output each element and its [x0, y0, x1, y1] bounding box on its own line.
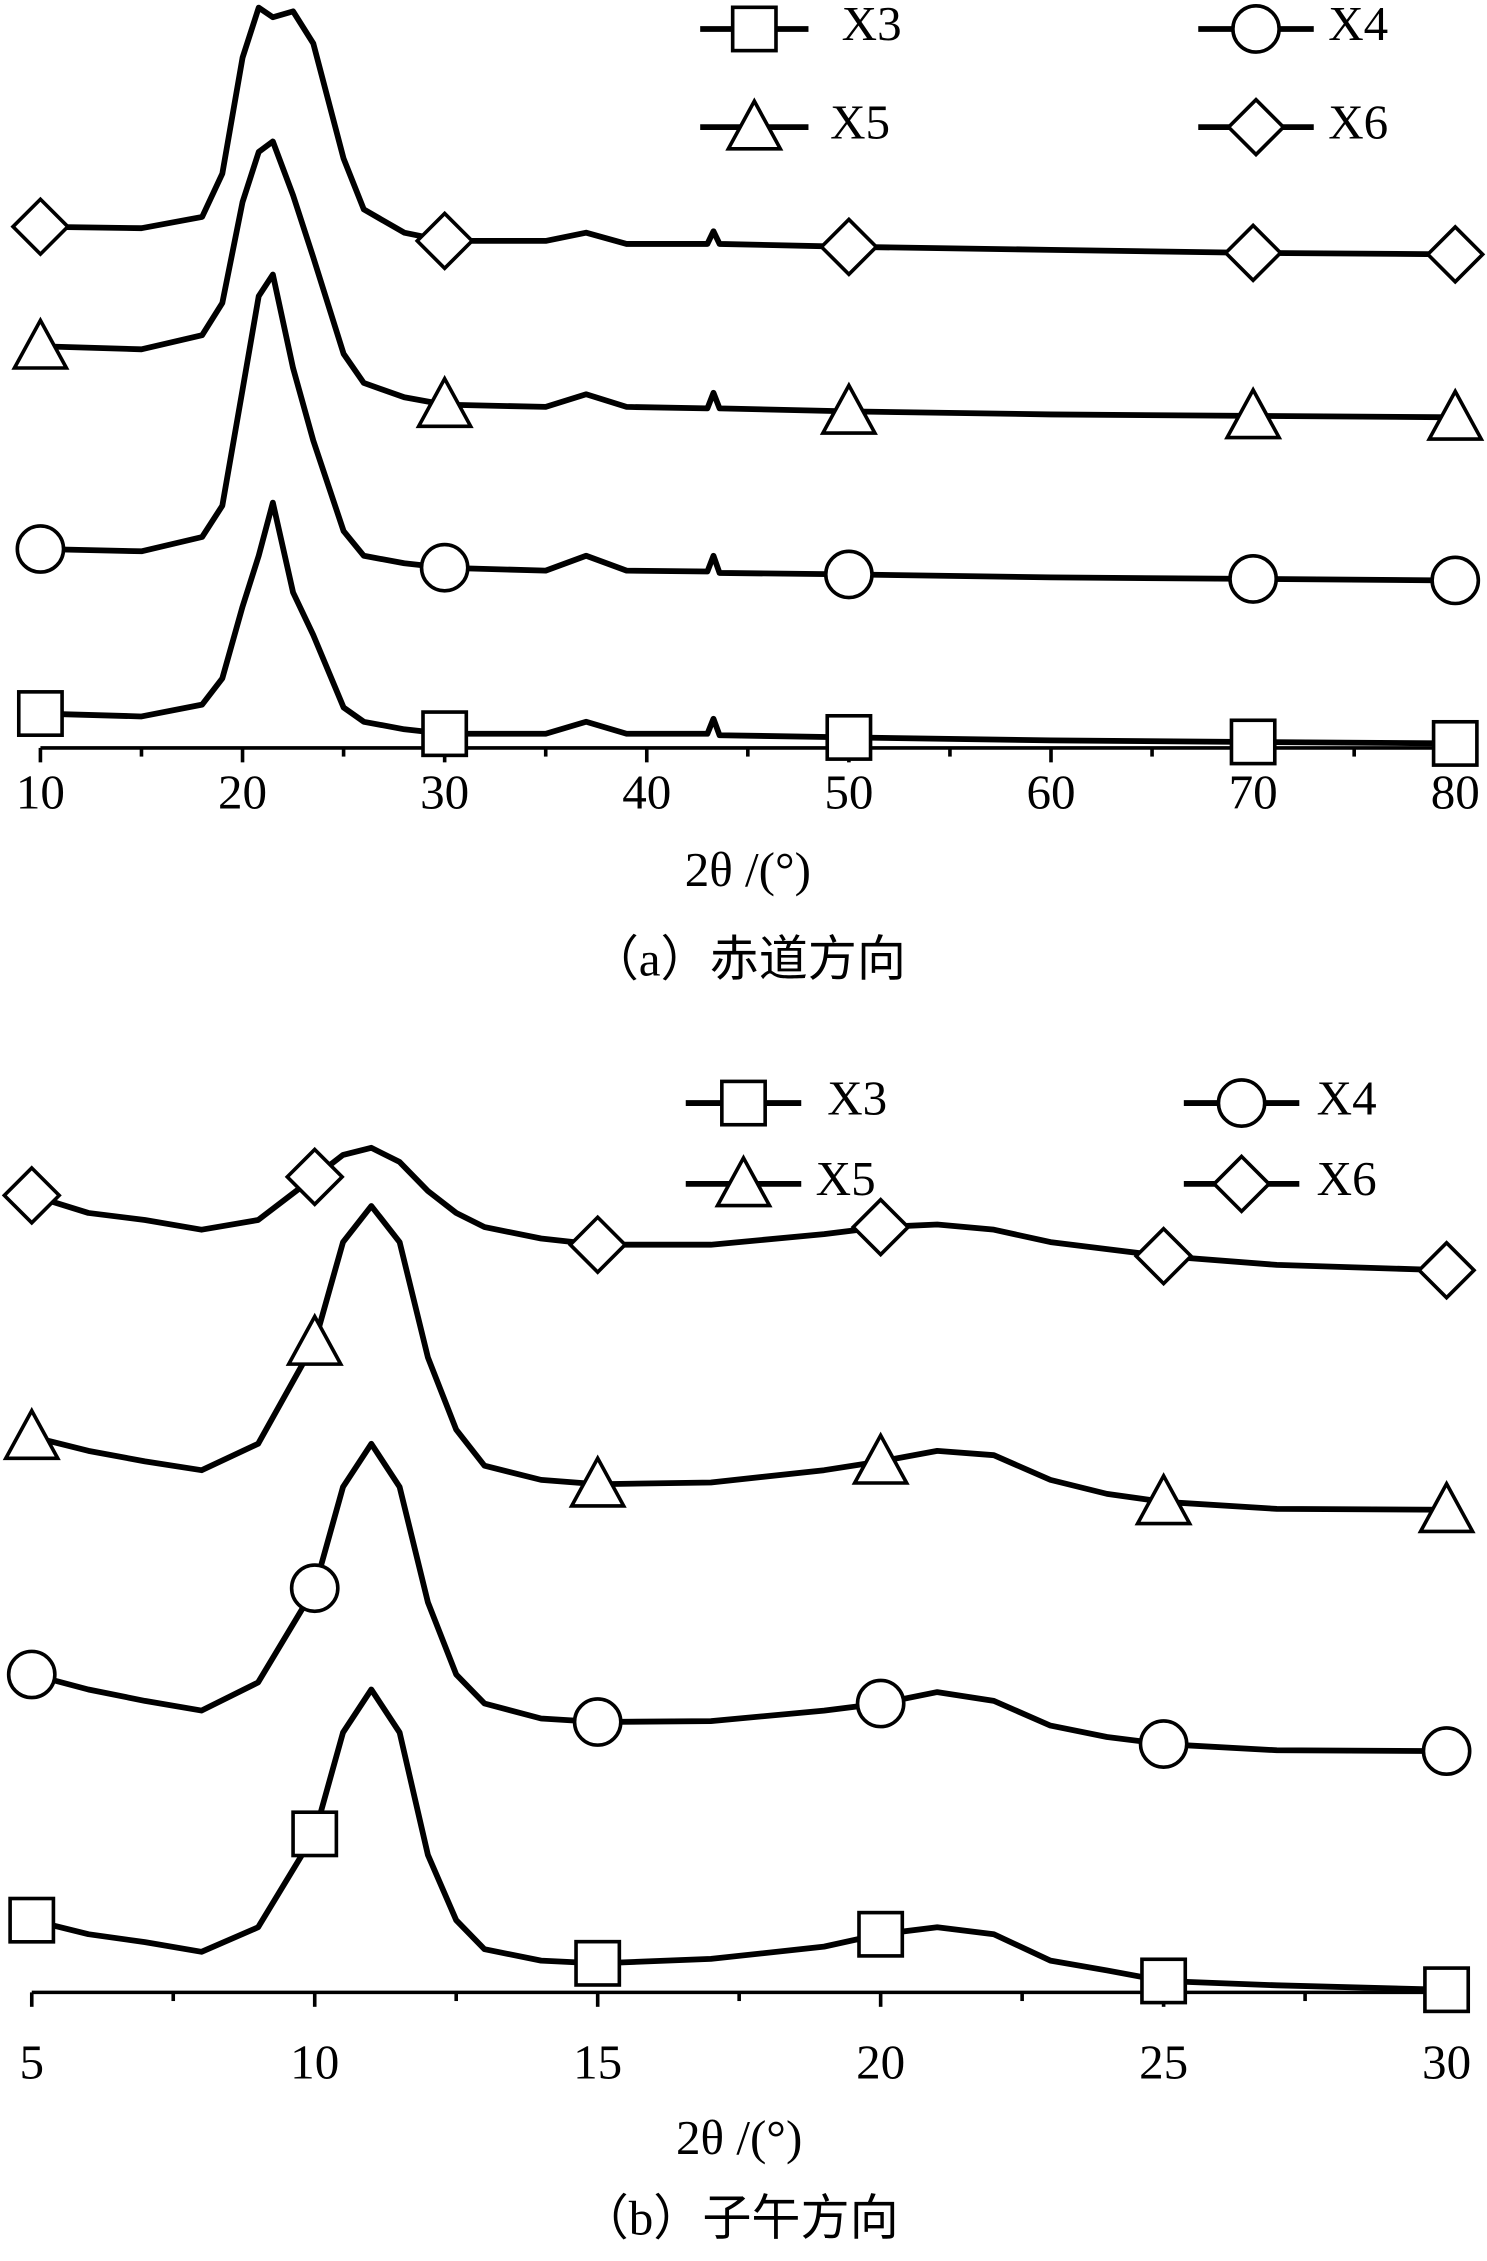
- legend-label: X4: [1328, 0, 1388, 51]
- marker: [572, 1697, 623, 1747]
- legend-label: X3: [842, 0, 902, 51]
- marker: [284, 1146, 345, 1207]
- marker: [1421, 1726, 1472, 1776]
- x-tick-label: 15: [573, 2035, 622, 2090]
- legend-label: X5: [816, 1151, 876, 1206]
- marker: [819, 381, 878, 435]
- x-tick-label: 80: [1431, 764, 1480, 819]
- x-tick-label: 30: [420, 764, 469, 819]
- marker: [289, 1563, 340, 1614]
- line: [31, 1686, 1447, 1993]
- marker: [415, 374, 474, 429]
- marker: [567, 1214, 628, 1275]
- marker: [16, 690, 64, 737]
- marker: [714, 1154, 773, 1208]
- marker: [8, 1896, 56, 1944]
- marker: [574, 1939, 622, 1987]
- marker: [850, 1197, 911, 1258]
- marker: [291, 1810, 339, 1858]
- marker: [720, 1079, 767, 1127]
- marker: [1228, 554, 1279, 604]
- marker: [1229, 718, 1277, 766]
- marker: [730, 5, 778, 53]
- caption: （a）赤道方向: [590, 932, 906, 987]
- marker: [2, 1406, 61, 1461]
- marker: [1, 1165, 62, 1226]
- line: [30, 1144, 1447, 1274]
- legend-label: X4: [1317, 1070, 1377, 1125]
- marker: [1224, 386, 1283, 440]
- x-tick-label: 50: [824, 764, 873, 819]
- marker: [15, 524, 66, 574]
- x-tick-label: 40: [622, 764, 671, 819]
- line: [40, 4, 1456, 258]
- marker: [1140, 1957, 1188, 2005]
- x-tick-label: 25: [1139, 2035, 1188, 2090]
- marker: [285, 1312, 344, 1366]
- legend-label: X5: [830, 94, 890, 149]
- marker: [1426, 387, 1485, 441]
- x-tick-label: 20: [856, 2035, 905, 2090]
- line: [40, 138, 1456, 421]
- line: [40, 271, 1456, 584]
- marker: [1138, 1719, 1189, 1769]
- marker: [1430, 555, 1481, 606]
- legend-label: X3: [827, 1070, 887, 1125]
- line: [40, 499, 1456, 747]
- x-axis-label: 2θ /(°): [676, 2110, 802, 2165]
- x-tick-label: 60: [1026, 764, 1075, 819]
- caption: （b）子午方向: [580, 2191, 899, 2246]
- marker: [421, 710, 469, 758]
- marker: [823, 549, 874, 600]
- marker: [1211, 1153, 1272, 1214]
- marker: [1226, 97, 1286, 158]
- legend-label: X6: [1328, 94, 1388, 149]
- marker: [1431, 719, 1479, 767]
- x-tick-label: 70: [1229, 764, 1278, 819]
- marker: [1134, 1472, 1193, 1526]
- marker: [1133, 1226, 1194, 1287]
- x-tick-label: 10: [16, 764, 65, 819]
- marker: [857, 1910, 905, 1958]
- marker: [568, 1454, 627, 1508]
- marker: [851, 1431, 910, 1485]
- marker: [855, 1678, 906, 1729]
- marker: [414, 210, 475, 271]
- marker: [11, 316, 70, 370]
- x-tick-label: 5: [19, 2035, 44, 2090]
- marker: [1223, 222, 1284, 283]
- marker: [1423, 1966, 1471, 2014]
- x-axis-label: 2θ /(°): [685, 842, 811, 897]
- marker: [6, 1649, 57, 1700]
- marker: [818, 216, 879, 277]
- x-tick-label: 20: [218, 764, 267, 819]
- marker: [1425, 224, 1486, 285]
- marker: [419, 542, 470, 593]
- marker: [1231, 4, 1281, 54]
- marker: [725, 97, 784, 151]
- legend-label: X6: [1317, 1151, 1377, 1206]
- marker: [1416, 1240, 1477, 1301]
- marker: [825, 713, 873, 761]
- marker: [1216, 1078, 1267, 1128]
- x-tick-label: 10: [290, 2035, 339, 2090]
- line: [31, 1440, 1447, 1755]
- line: [31, 1203, 1447, 1513]
- x-tick-label: 30: [1422, 2035, 1471, 2090]
- marker: [10, 196, 71, 257]
- marker: [1417, 1480, 1476, 1534]
